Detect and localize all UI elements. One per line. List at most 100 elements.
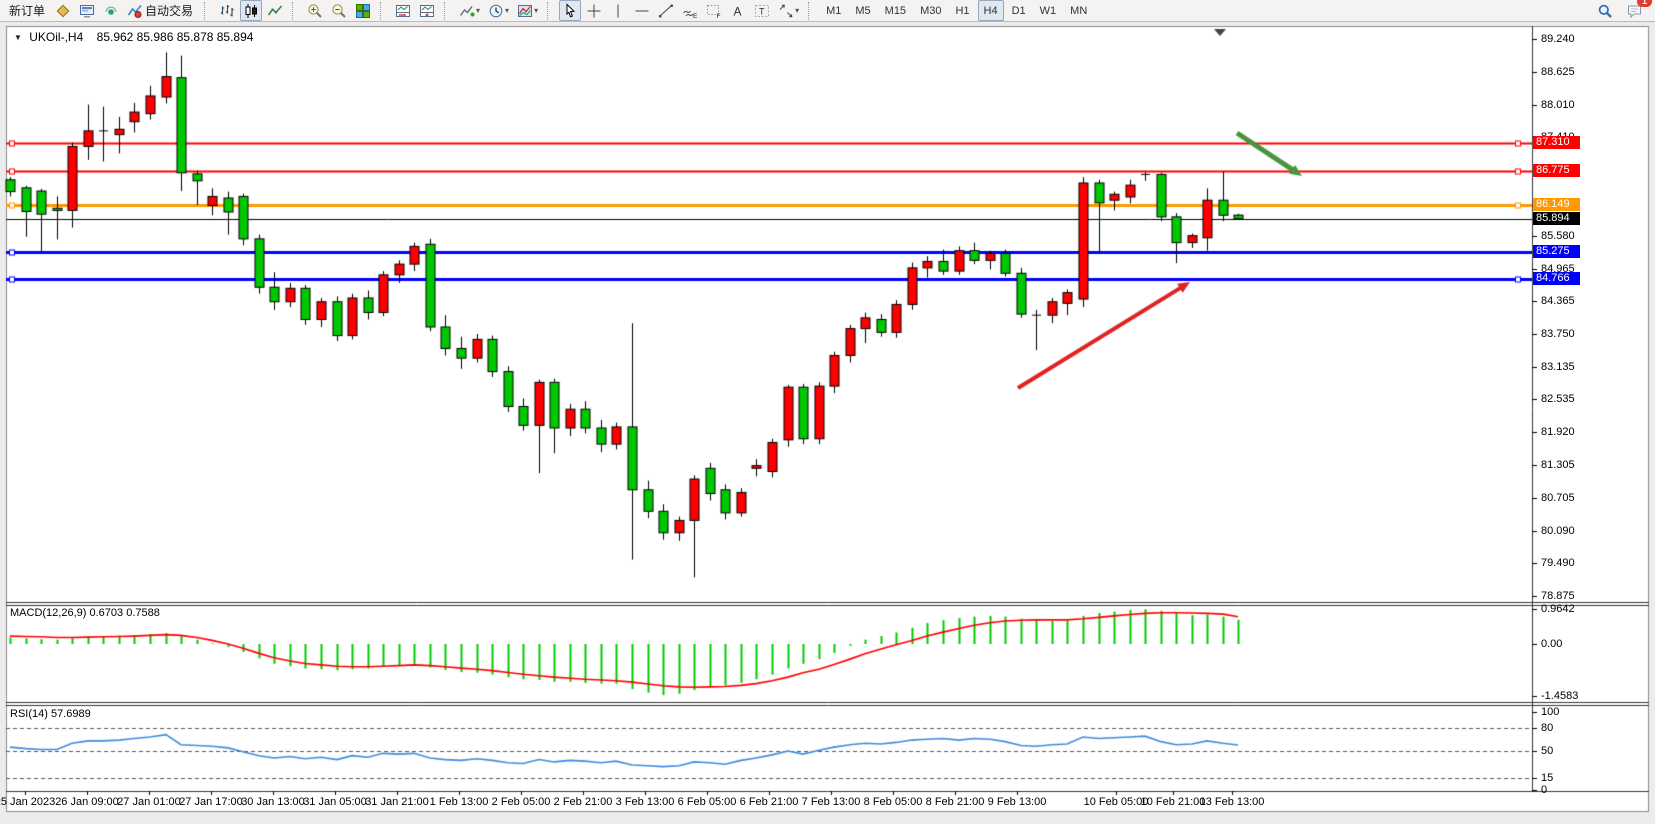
notifications-button[interactable]: 1 (1624, 0, 1652, 21)
price-axis-label: 82.535 (1541, 393, 1575, 405)
period-selector-button[interactable]: ▾ (485, 0, 512, 21)
timeframe-h4-button[interactable]: H4 (977, 0, 1004, 21)
candles-icon (245, 3, 258, 18)
svg-text:F: F (717, 13, 721, 19)
vertical-line-button[interactable] (607, 0, 629, 21)
indicator-window-button[interactable] (392, 0, 414, 21)
chevron-down-icon[interactable]: ▾ (505, 6, 510, 15)
trendline-icon (659, 4, 673, 17)
profile-icon (56, 4, 70, 17)
text-label-button[interactable]: T (751, 0, 773, 21)
channel-icon: E (683, 10, 698, 19)
cursor-button[interactable] (559, 0, 582, 21)
chart-ohlc-values: 85.962 85.986 85.878 85.894 (96, 30, 254, 44)
time-axis-label: 10 Feb 21:00 (1140, 796, 1206, 808)
price-axis-label: 81.305 (1541, 459, 1575, 471)
fibo-icon: F (707, 4, 721, 19)
price-tag-86.149: 86.149 (1533, 198, 1580, 211)
rsi-pane-label: RSI(14) 57.6989 (10, 708, 91, 720)
svg-text:E: E (693, 13, 698, 19)
signals-icon (105, 6, 117, 15)
horizontal-line-button[interactable] (631, 0, 653, 21)
zoomout-icon (332, 3, 346, 18)
signals-button[interactable] (100, 0, 122, 21)
timeframe-mn-button[interactable]: MN (1070, 4, 1088, 17)
timeframe-m1-button[interactable]: M1 (826, 4, 842, 17)
chevron-down-icon[interactable]: ▾ (476, 6, 481, 15)
trend-line-button[interactable] (655, 0, 677, 21)
time-axis-label: 9 Feb 13:00 (987, 796, 1047, 808)
indwin1-icon (396, 4, 411, 17)
profile-chart-button[interactable] (52, 0, 74, 21)
text-button[interactable]: A (727, 0, 749, 21)
toolbar-separator (380, 1, 387, 20)
price-tag-87.310: 87.310 (1533, 136, 1580, 149)
time-axis-label: 26 Jan 09:00 (55, 796, 119, 808)
toolbar-separator (444, 1, 451, 20)
macd-axis-label: -1.4583 (1541, 690, 1579, 702)
chart-collapse-icon[interactable]: ▼ (14, 33, 22, 42)
timeframe-m30-button[interactable]: M30 (920, 4, 942, 17)
time-axis-label: 13 Feb 13:00 (1199, 796, 1265, 808)
timeframe-d1-button[interactable]: D1 (1011, 4, 1026, 17)
toolbar: 新订单 自动交易 ▾ ▾ ▾ E F A T ▾ M1 M5 M15 M30 H1 H4 D1 W1 MN 1 (0, 0, 1655, 22)
timeframe-m5-button[interactable]: M5 (855, 4, 871, 17)
svg-text:T: T (759, 6, 765, 16)
bar-chart-button[interactable] (216, 0, 238, 21)
macd-pane-label: MACD(12,26,9) 0.6703 0.7588 (10, 607, 160, 619)
chevron-down-icon[interactable]: ▾ (534, 6, 539, 15)
template-selector-button[interactable]: ▾ (514, 0, 541, 21)
price-tag-85.275: 85.275 (1533, 245, 1580, 258)
crosshair-button[interactable] (583, 0, 605, 21)
fibonacci-button[interactable]: F (703, 0, 725, 21)
timeframe-m15-button[interactable]: M15 (884, 4, 907, 17)
timeframe-w1-button[interactable]: W1 (1039, 4, 1057, 17)
tile-windows-button[interactable] (352, 0, 374, 21)
time-axis-label: 10 Feb 05:00 (1083, 796, 1149, 808)
chart-symbol-timeframe: UKOil-,H4 (29, 30, 84, 44)
time-axis-label: 8 Feb 21:00 (925, 796, 985, 808)
rsi-axis-label: 0 (1541, 784, 1548, 796)
price-tag-86.775: 86.775 (1533, 164, 1580, 177)
market-terminal-button[interactable] (76, 0, 98, 21)
price-axis-label: 83.750 (1541, 328, 1575, 340)
time-axis-label: 27 Jan 01:00 (117, 796, 181, 808)
equidistant-channel-button[interactable]: E (679, 0, 701, 21)
price-axis-label: 80.090 (1541, 525, 1575, 537)
auto-trading-button[interactable]: 自动交易 (124, 0, 198, 21)
chevron-down-icon[interactable]: ▾ (795, 6, 800, 15)
toolbar-separator (292, 1, 299, 20)
time-axis-label: 1 Feb 13:00 (429, 796, 489, 808)
macd-axis-label: 0.00 (1541, 638, 1563, 650)
crosshair-icon (587, 4, 601, 17)
search-button[interactable] (1594, 0, 1616, 21)
time-axis-label: 27 Jan 17:00 (179, 796, 243, 808)
zoom-in-button[interactable] (304, 0, 326, 21)
candlestick-chart-button[interactable] (240, 0, 263, 21)
new-order-button[interactable]: 新订单 (9, 4, 46, 18)
add-indicator-button[interactable]: ▾ (456, 0, 483, 21)
vline-icon (617, 4, 619, 17)
clock-icon (489, 4, 503, 17)
timeframe-h1-button[interactable]: H1 (955, 4, 970, 17)
notification-badge: 1 (1637, 0, 1652, 7)
price-axis-label: 79.490 (1541, 557, 1575, 569)
time-axis-label: 25 Jan 2023 (0, 796, 56, 808)
labelT-icon: T (755, 4, 770, 17)
price-axis-label: 84.365 (1541, 295, 1575, 307)
indwin2-icon (420, 4, 435, 17)
bars-icon (220, 4, 234, 16)
time-axis-label: 3 Feb 13:00 (615, 796, 675, 808)
linechart-icon (267, 5, 283, 15)
macd-axis-label: 0.9642 (1541, 603, 1575, 615)
indicator-window-2-button[interactable] (416, 0, 438, 21)
zoom-out-button[interactable] (328, 0, 350, 21)
time-axis-label: 6 Feb 21:00 (739, 796, 799, 808)
arrows-button[interactable]: ▾ (775, 0, 802, 21)
price-axis-label: 81.920 (1541, 426, 1575, 438)
tile-icon (356, 3, 371, 18)
toolbar-separator (204, 1, 211, 20)
line-chart-button[interactable] (264, 0, 286, 21)
rsi-axis-label: 50 (1541, 745, 1554, 757)
